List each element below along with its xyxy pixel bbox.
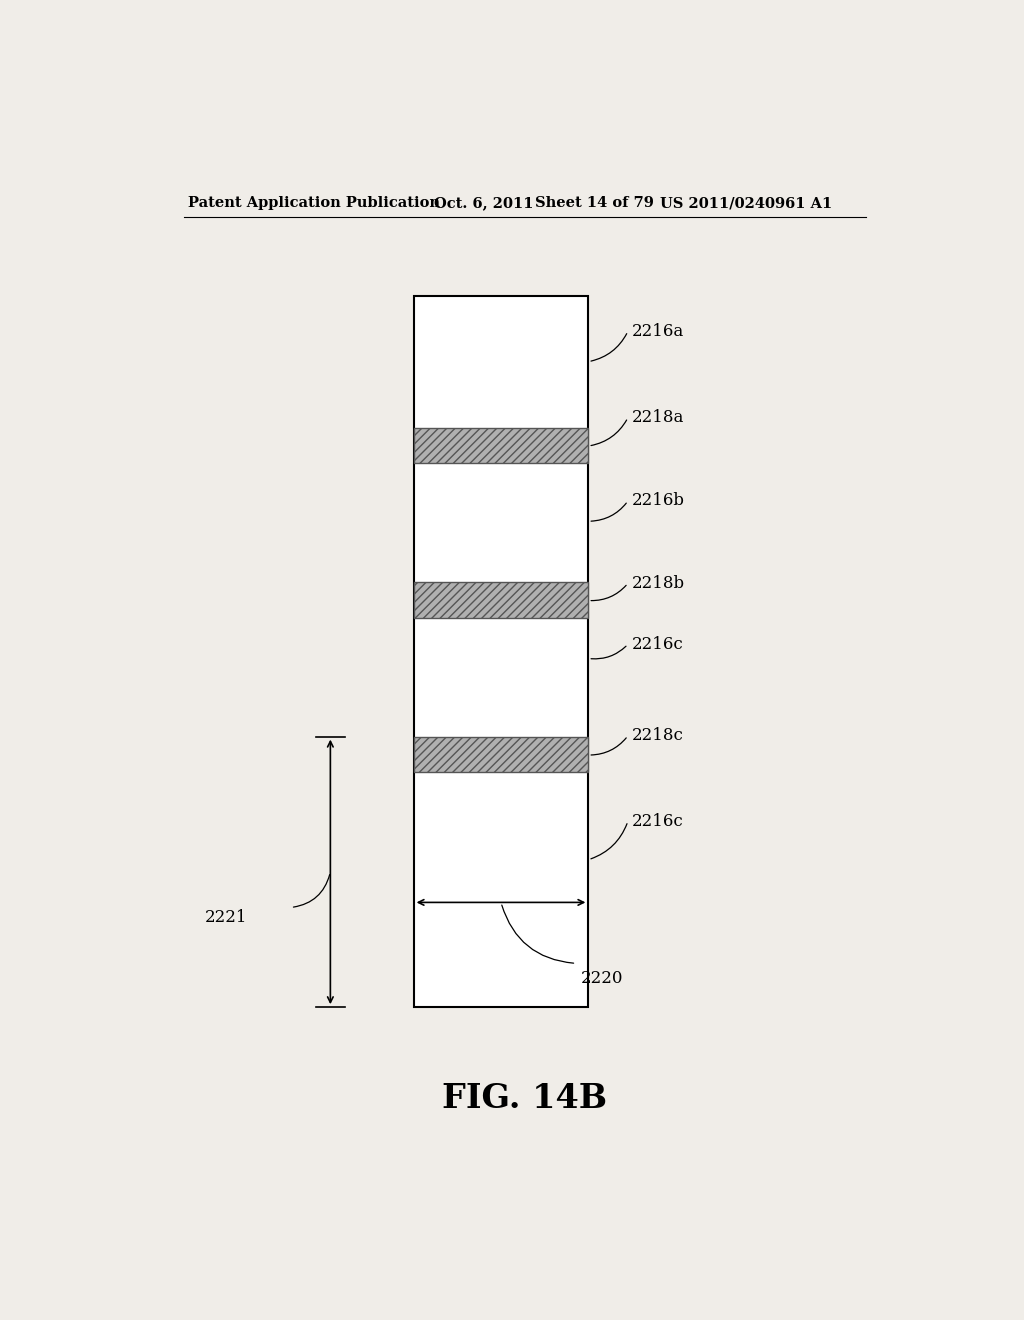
Text: 2220: 2220 — [581, 970, 623, 987]
Text: 2216a: 2216a — [632, 322, 684, 339]
Text: 2216c: 2216c — [632, 636, 684, 652]
Text: 2218a: 2218a — [632, 409, 684, 426]
Text: 2216b: 2216b — [632, 492, 685, 510]
Text: 2221: 2221 — [205, 909, 247, 927]
Bar — [414, 296, 588, 1007]
Text: 2218b: 2218b — [632, 574, 685, 591]
Text: 2216c: 2216c — [632, 813, 684, 829]
Bar — [414, 428, 588, 463]
Bar — [414, 737, 588, 772]
Bar — [414, 582, 588, 618]
Text: US 2011/0240961 A1: US 2011/0240961 A1 — [659, 197, 831, 210]
Text: Patent Application Publication: Patent Application Publication — [187, 197, 439, 210]
Text: 2218c: 2218c — [632, 727, 684, 744]
Text: Sheet 14 of 79: Sheet 14 of 79 — [536, 197, 654, 210]
Text: FIG. 14B: FIG. 14B — [442, 1082, 607, 1115]
Text: Oct. 6, 2011: Oct. 6, 2011 — [433, 197, 534, 210]
